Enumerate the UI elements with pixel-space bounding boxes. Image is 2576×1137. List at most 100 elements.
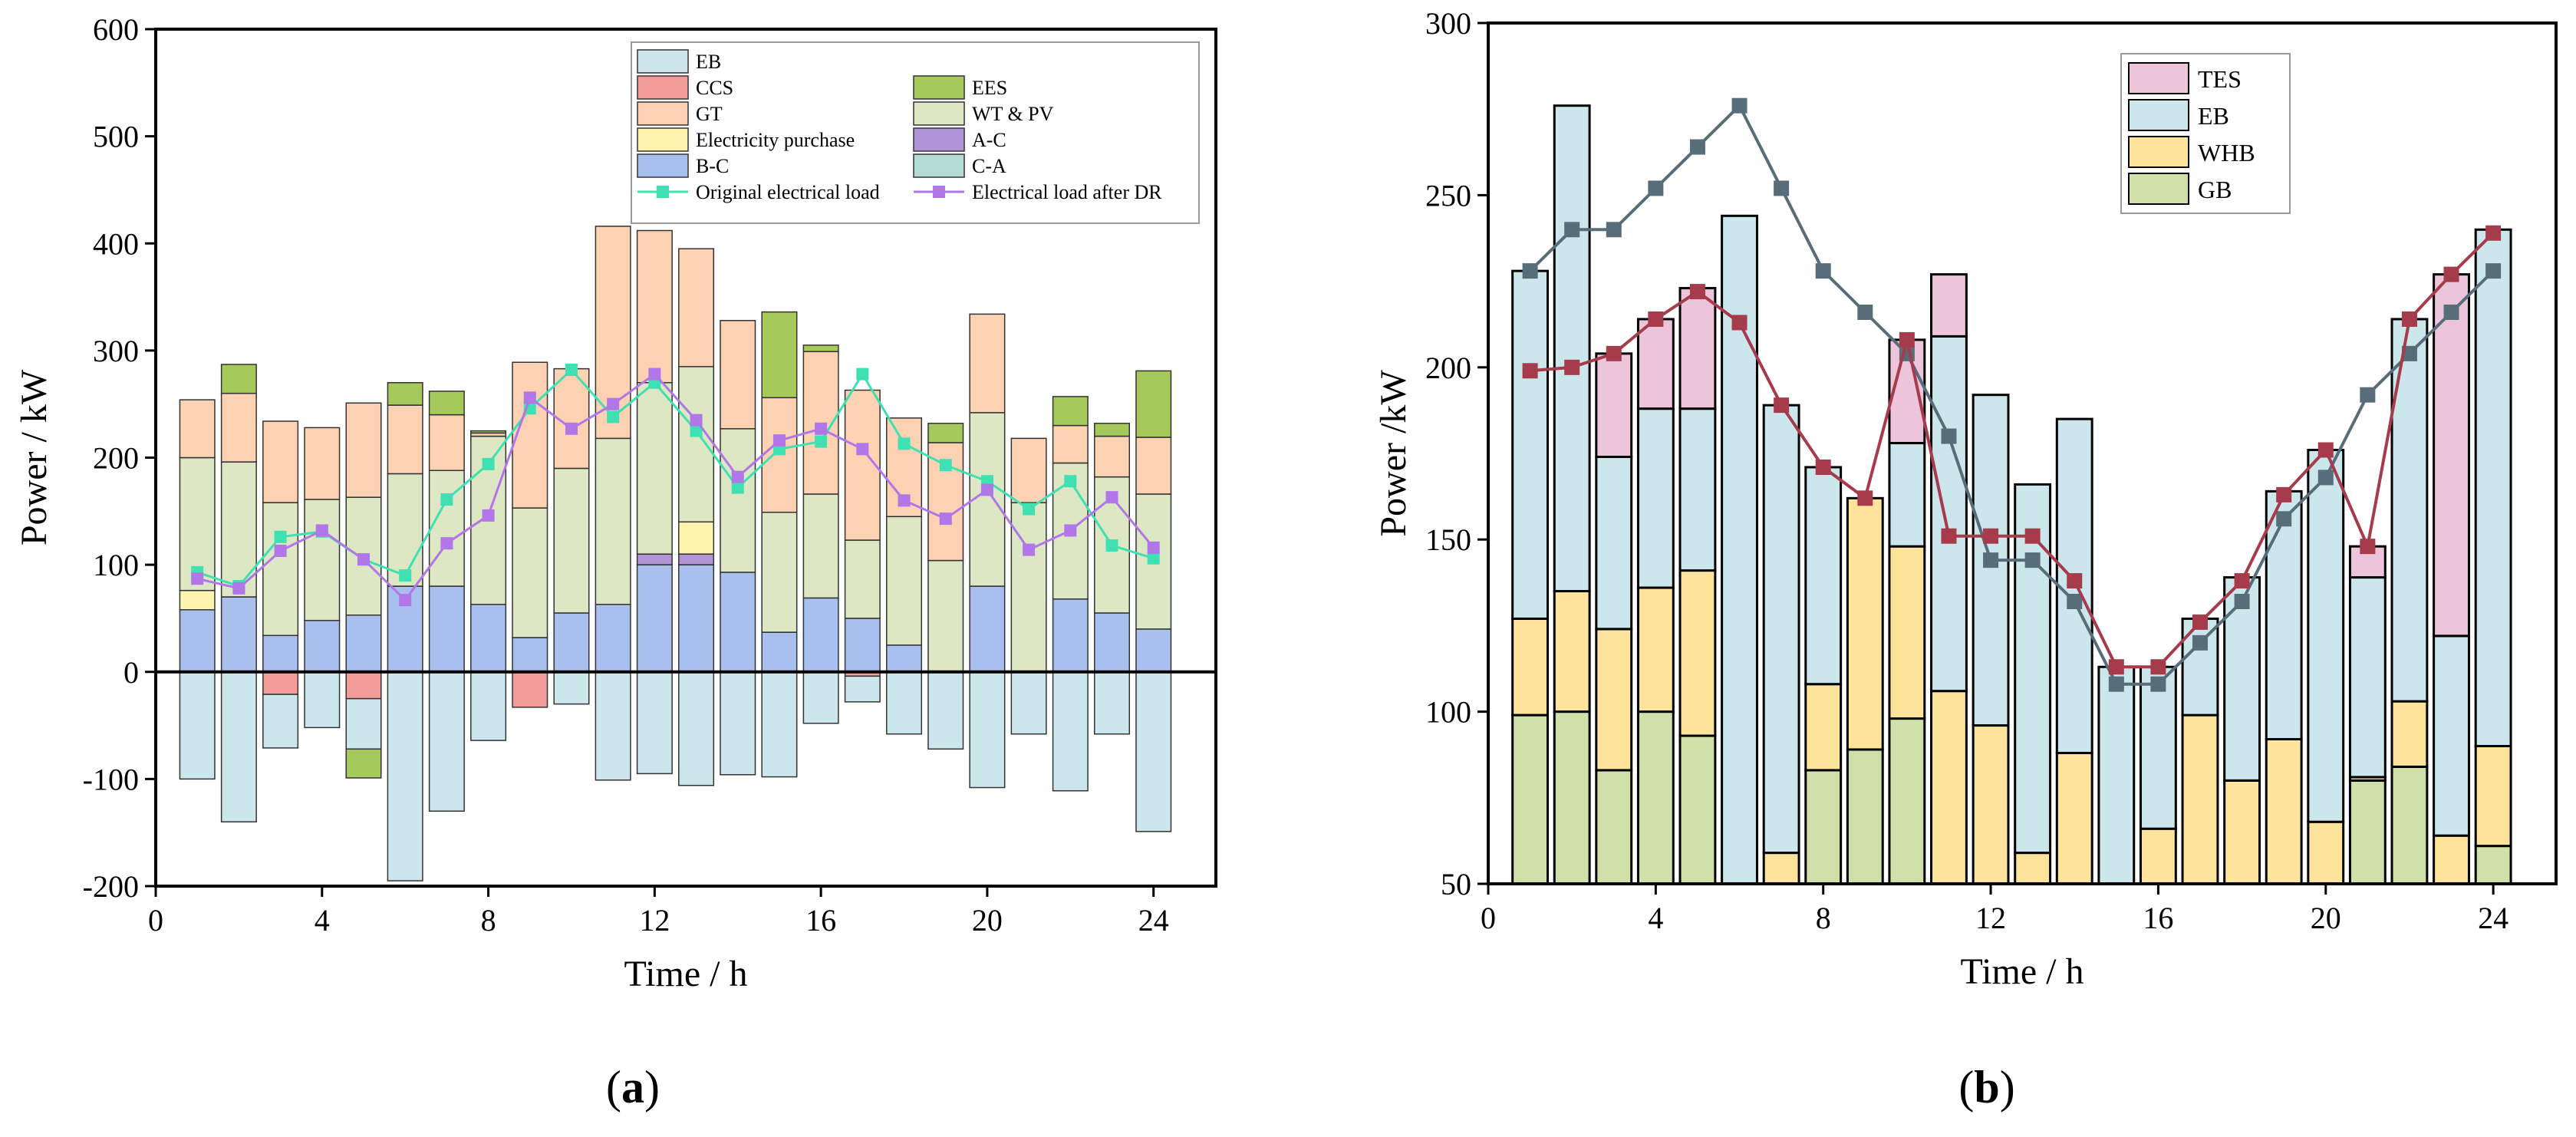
bar-b-eb — [2348, 576, 2387, 779]
a-marker-original-electrical-load — [440, 493, 453, 506]
b-marker-heat-load-after-dr — [2108, 659, 2124, 675]
chart-b-legend-label-gb: GB — [2198, 176, 2232, 203]
chart-a-legend-swatch-gt — [637, 101, 689, 126]
a-marker-electrical-load-after-dr — [1023, 543, 1036, 556]
a-y-tick-label: 300 — [93, 334, 139, 368]
chart-a-electrical-power-balance: 0 4 8 12 16 20 24 -200 -100 0 100 200 300 400 500 600 T… — [14, 12, 1217, 994]
chart-a-y-axis-label: Power / kW — [14, 369, 54, 545]
bar-a-b-c — [179, 609, 216, 673]
bar-b-eb — [1762, 404, 1800, 855]
chart-b-legend: TES EB WHB GB — [2120, 53, 2291, 214]
bar-b-whb — [1678, 569, 1717, 737]
a-marker-electrical-load-after-dr — [523, 391, 536, 404]
b-marker-original-heat-load — [2067, 593, 2083, 609]
bar-a-eb — [844, 675, 881, 703]
b-x-tick-label: 8 — [1816, 901, 1831, 935]
b-marker-original-heat-load — [2150, 676, 2166, 692]
b-marker-heat-load-after-dr — [1857, 490, 1873, 506]
bar-b-whb — [1972, 724, 2010, 885]
bar-a-ees — [387, 382, 423, 406]
chart-a-legend-swatch-c-a — [913, 153, 965, 178]
a-marker-original-electrical-load — [1023, 503, 1036, 516]
subfigure-label-a-letter: a — [621, 1062, 644, 1112]
b-marker-heat-load-after-dr — [1941, 528, 1957, 544]
bar-a-gt — [512, 361, 548, 509]
a-marker-original-electrical-load — [898, 437, 911, 450]
bar-a-eb — [1093, 671, 1131, 735]
a-marker-original-electrical-load — [565, 364, 578, 377]
bar-b-gb — [2390, 765, 2429, 885]
a-y-tick-label: 0 — [124, 655, 139, 690]
bar-b-whb — [1804, 683, 1843, 772]
b-marker-heat-load-after-dr — [1731, 315, 1748, 331]
bar-b-eb — [2097, 665, 2136, 885]
chart-a-legend-label-electricity-purchase: Electricity purchase — [696, 129, 855, 151]
a-marker-electrical-load-after-dr — [815, 422, 828, 435]
b-marker-heat-load-after-dr — [2317, 442, 2334, 458]
a-marker-electrical-load-after-dr — [772, 434, 786, 447]
bar-a-b-c — [595, 604, 631, 673]
chart-b-plot-frame — [1487, 21, 2558, 885]
chart-b-legend-label-tes: TES — [2198, 65, 2242, 93]
bar-b-gb — [1804, 769, 1843, 885]
bar-a-gt — [179, 399, 216, 459]
subfigure-label-a: (a) — [606, 1062, 660, 1112]
a-marker-electrical-load-after-dr — [1105, 491, 1118, 504]
b-line-original-heat-load — [1529, 103, 2495, 686]
a-x-tick-label: 4 — [315, 903, 330, 938]
a-marker-original-electrical-load — [939, 459, 952, 472]
a-x-tick-label: 16 — [805, 903, 836, 938]
subfigure-label-b-letter: b — [1974, 1062, 1999, 1112]
bar-b-gb — [1511, 714, 1550, 885]
bar-a-eb — [1010, 671, 1047, 735]
bar-b-whb — [1511, 617, 1550, 717]
bar-a-eb — [927, 671, 964, 750]
a-x-tick-label: 20 — [972, 903, 1003, 938]
bar-b-whb — [1762, 852, 1800, 885]
bar-b-eb — [2433, 634, 2470, 837]
bar-b-eb — [2014, 483, 2052, 855]
chart-a-x-axis-label: Time / h — [624, 954, 748, 994]
chart-b-x-axis-label: Time / h — [1961, 951, 2084, 992]
bar-a-b-c — [802, 597, 839, 673]
a-marker-original-electrical-load — [1147, 552, 1160, 565]
bar-a-wt-pv — [720, 428, 756, 573]
bar-b-whb — [1553, 590, 1591, 714]
bar-a-b-c — [844, 618, 881, 673]
bar-a-gt — [304, 427, 341, 500]
bar-a-eb — [636, 671, 673, 775]
bar-b-gb — [2348, 779, 2387, 885]
chart-b-legend-swatch-eb — [2128, 99, 2189, 131]
bar-a-ccs — [345, 671, 382, 700]
bar-b-gb — [2474, 845, 2512, 885]
bar-a-wt-pv — [595, 437, 631, 605]
b-marker-original-heat-load — [1689, 139, 1705, 155]
bar-a-b-c — [470, 604, 507, 673]
bar-b-gb — [1846, 748, 1884, 885]
bar-a-ees — [1093, 423, 1131, 437]
b-marker-original-heat-load — [1564, 222, 1580, 238]
chart-a-legend-swatch-wt-pv — [913, 101, 965, 126]
a-marker-original-electrical-load — [607, 410, 620, 423]
bar-b-whb — [2014, 852, 2052, 885]
a-marker-electrical-load-after-dr — [731, 470, 744, 483]
bar-b-tes — [1595, 352, 1633, 458]
b-marker-original-heat-load — [2024, 552, 2041, 568]
a-y-tick-label: 100 — [93, 548, 139, 582]
a-marker-original-electrical-load — [815, 435, 828, 448]
a-marker-electrical-load-after-dr — [939, 512, 952, 526]
a-y-tick-label: -200 — [83, 869, 139, 904]
bar-a-wt-pv — [802, 493, 839, 599]
chart-b-axes: 0 4 8 12 16 20 24 50 100 150 200 250 300 — [1425, 6, 2508, 935]
b-marker-heat-load-after-dr — [2067, 573, 2083, 589]
bar-a-wt-pv — [553, 467, 590, 614]
bar-a-eb — [886, 671, 923, 735]
b-marker-heat-load-after-dr — [2443, 266, 2459, 282]
a-y-tick-label: -100 — [83, 762, 139, 796]
b-marker-original-heat-load — [1606, 222, 1622, 238]
chart-a-legend-swatch-a-c — [913, 127, 965, 152]
b-marker-original-heat-load — [1815, 263, 1831, 279]
bar-a-ccs — [262, 671, 299, 695]
a-marker-original-electrical-load — [731, 481, 744, 494]
bar-b-eb — [2390, 318, 2429, 703]
